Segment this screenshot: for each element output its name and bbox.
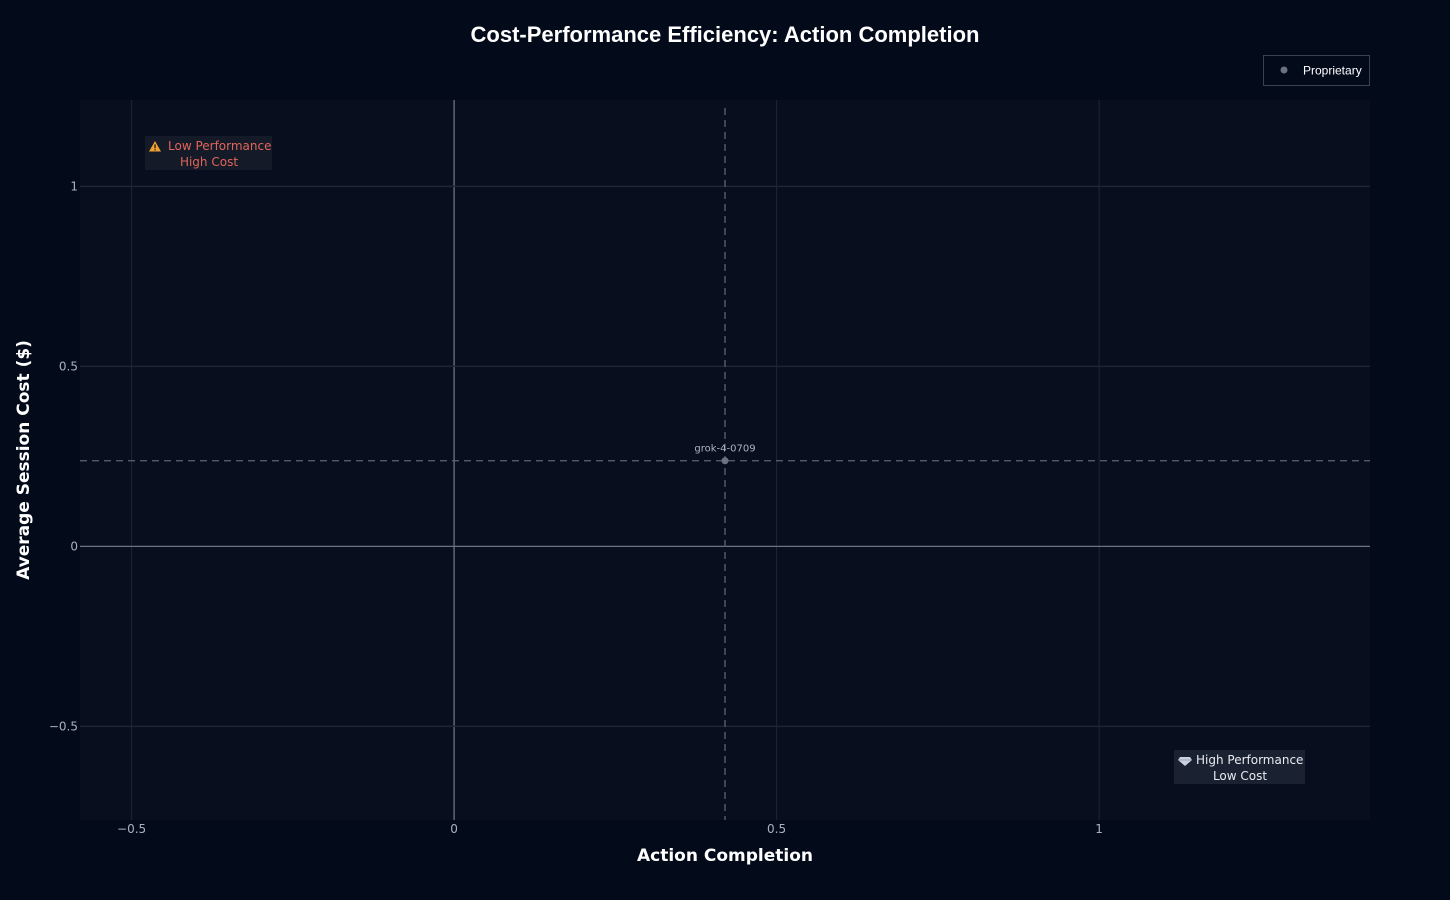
- data-points: grok-4-0709: [694, 444, 756, 465]
- y-tick-label: 1: [70, 179, 78, 193]
- x-axis-title: Action Completion: [637, 846, 813, 866]
- data-point-label: grok-4-0709: [694, 444, 755, 455]
- x-tick-label: 0: [450, 822, 458, 836]
- annotation-box: [1174, 750, 1305, 784]
- y-axis-title: Average Session Cost ($): [14, 340, 34, 580]
- data-point[interactable]: [721, 457, 729, 465]
- annotation-low-line1: Low Performance: [168, 139, 272, 153]
- x-tick-label: −0.5: [117, 822, 146, 836]
- y-tick-label: 0.5: [59, 359, 78, 373]
- annotation-box: [145, 136, 272, 170]
- tick-labels: −0.5 0 0.5 1 −0.5 0 0.5 1: [49, 179, 1103, 836]
- annotation-high-performance-low-cost: High Performance Low Cost: [1174, 750, 1305, 784]
- x-tick-label: 1: [1095, 822, 1103, 836]
- warning-icon: [149, 141, 161, 152]
- chart-title: Cost-Performance Efficiency: Action Comp…: [471, 22, 980, 47]
- annotation-high-line2: Low Cost: [1213, 769, 1267, 783]
- annotation-low-line2: High Cost: [180, 155, 238, 169]
- annotation-low-performance-high-cost: Low Performance High Cost: [145, 136, 272, 170]
- annotation-high-line1: High Performance: [1196, 753, 1303, 767]
- y-tick-label: −0.5: [49, 719, 78, 733]
- diamond-icon: [1178, 757, 1192, 766]
- y-tick-label: 0: [70, 539, 78, 553]
- x-tick-label: 0.5: [767, 822, 786, 836]
- legend[interactable]: Proprietary: [1263, 55, 1370, 86]
- legend-label-proprietary[interactable]: Proprietary: [1303, 64, 1362, 78]
- legend-marker-proprietary: [1280, 66, 1288, 74]
- reference-lines: [80, 108, 1370, 820]
